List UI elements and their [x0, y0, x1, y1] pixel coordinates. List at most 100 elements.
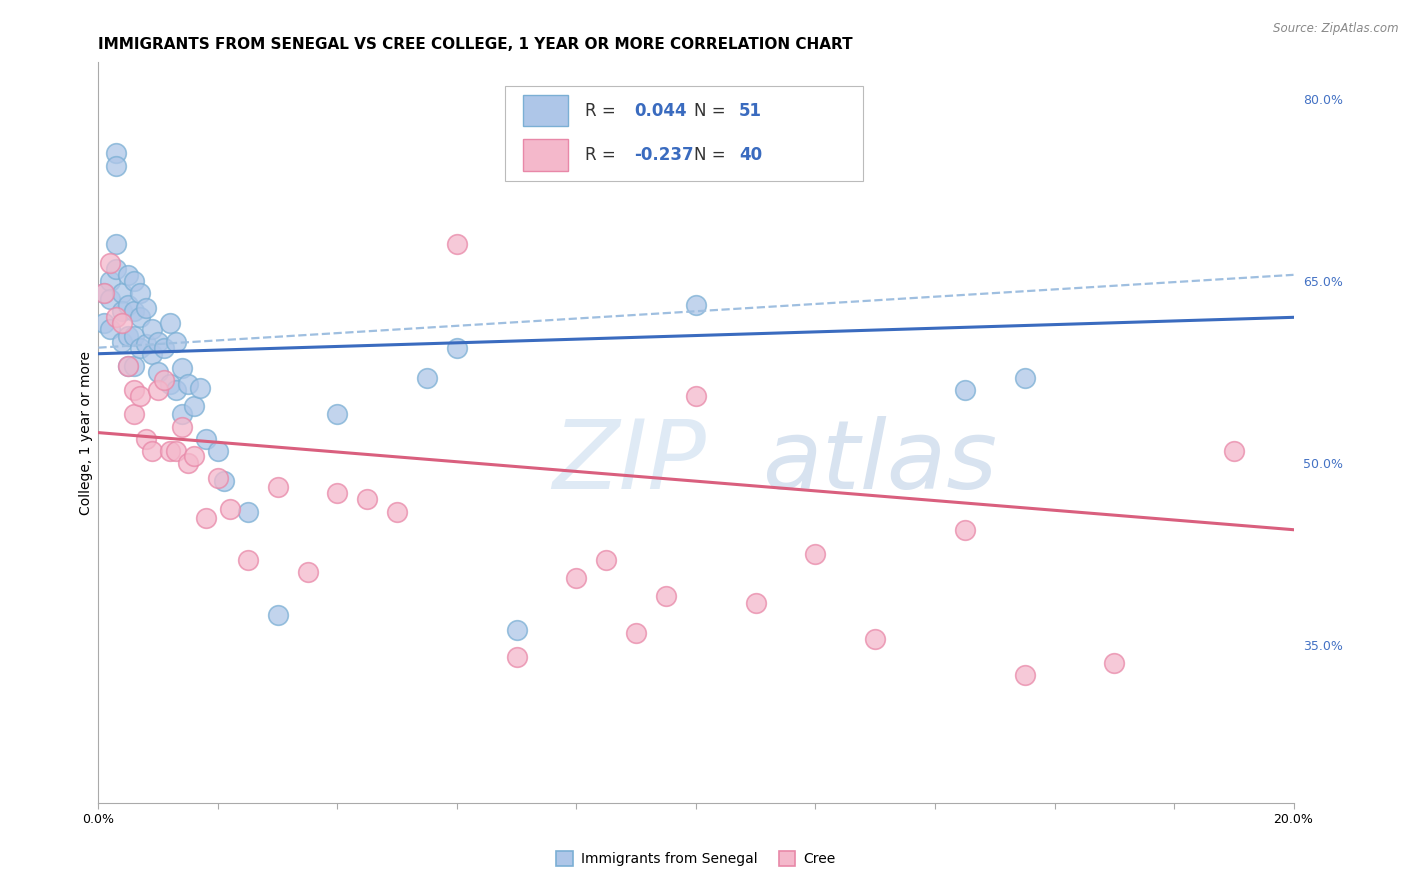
Point	[446, 237, 468, 252]
Point	[135, 337, 157, 351]
Point	[207, 470, 229, 484]
Text: R =: R =	[585, 146, 621, 164]
Point	[183, 399, 205, 413]
Point	[135, 432, 157, 446]
Point	[219, 502, 242, 516]
Point	[595, 553, 617, 567]
Point	[356, 492, 378, 507]
Point	[565, 571, 588, 585]
Point	[129, 286, 152, 301]
Point	[177, 377, 200, 392]
Text: -0.237: -0.237	[634, 146, 693, 164]
Point	[141, 443, 163, 458]
Text: IMMIGRANTS FROM SENEGAL VS CREE COLLEGE, 1 YEAR OR MORE CORRELATION CHART: IMMIGRANTS FROM SENEGAL VS CREE COLLEGE,…	[98, 37, 853, 52]
Point	[236, 553, 259, 567]
FancyBboxPatch shape	[523, 95, 568, 126]
Point	[1104, 657, 1126, 671]
Point	[117, 298, 139, 312]
Point	[98, 292, 122, 306]
Point	[1223, 443, 1246, 458]
Point	[297, 565, 319, 579]
Point	[685, 389, 707, 403]
Point	[98, 322, 122, 336]
Y-axis label: College, 1 year or more: College, 1 year or more	[79, 351, 93, 515]
Point	[188, 381, 211, 395]
Point	[159, 377, 181, 392]
Text: R =: R =	[585, 102, 621, 120]
Point	[326, 408, 349, 422]
Point	[446, 341, 468, 355]
Point	[207, 443, 229, 458]
Point	[153, 373, 176, 387]
Point	[117, 328, 139, 343]
Point	[172, 408, 194, 422]
Point	[117, 268, 139, 282]
FancyBboxPatch shape	[523, 139, 568, 170]
Text: Source: ZipAtlas.com: Source: ZipAtlas.com	[1274, 22, 1399, 36]
Point	[111, 317, 134, 331]
Point	[177, 456, 200, 470]
Point	[141, 322, 163, 336]
Point	[953, 383, 976, 397]
Point	[655, 590, 678, 604]
Point	[153, 341, 176, 355]
Point	[124, 328, 146, 343]
Point	[267, 480, 290, 494]
Point	[159, 443, 181, 458]
Legend: Immigrants from Senegal, Cree: Immigrants from Senegal, Cree	[557, 851, 835, 866]
Point	[117, 359, 139, 373]
Point	[105, 159, 128, 173]
Point	[626, 626, 648, 640]
Point	[135, 301, 157, 315]
Point	[172, 361, 194, 376]
Text: 0.044: 0.044	[634, 102, 686, 120]
Point	[267, 607, 290, 622]
Point	[141, 347, 163, 361]
Point	[105, 237, 128, 252]
Point	[105, 310, 128, 325]
Point	[124, 274, 146, 288]
Point	[804, 547, 827, 561]
Point	[124, 304, 146, 318]
Point	[117, 359, 139, 373]
Point	[865, 632, 887, 646]
Point	[129, 389, 152, 403]
Text: N =: N =	[693, 102, 731, 120]
Point	[195, 510, 218, 524]
Point	[93, 317, 115, 331]
Point	[148, 334, 170, 349]
Point	[385, 504, 409, 518]
Text: N =: N =	[693, 146, 731, 164]
Point	[745, 595, 768, 609]
Point	[93, 286, 115, 301]
Point	[212, 474, 235, 488]
Point	[98, 274, 122, 288]
Point	[129, 310, 152, 325]
Point	[685, 298, 707, 312]
Point	[1014, 668, 1036, 682]
Text: 51: 51	[740, 102, 762, 120]
Point	[165, 334, 187, 349]
Point	[124, 408, 146, 422]
Point	[326, 486, 349, 500]
Point	[165, 383, 187, 397]
Point	[98, 256, 122, 270]
Point	[506, 650, 529, 665]
Point	[124, 359, 146, 373]
Point	[159, 317, 181, 331]
Point	[183, 449, 205, 463]
Point	[953, 523, 976, 537]
Point	[506, 624, 529, 638]
Text: 40: 40	[740, 146, 762, 164]
Text: ZIP: ZIP	[553, 416, 706, 508]
Point	[416, 371, 439, 385]
Point	[111, 286, 134, 301]
Text: atlas: atlas	[762, 416, 997, 508]
Point	[236, 504, 259, 518]
Point	[124, 383, 146, 397]
Point	[111, 304, 134, 318]
Point	[105, 146, 128, 161]
Point	[148, 383, 170, 397]
Point	[148, 365, 170, 379]
Point	[129, 341, 152, 355]
